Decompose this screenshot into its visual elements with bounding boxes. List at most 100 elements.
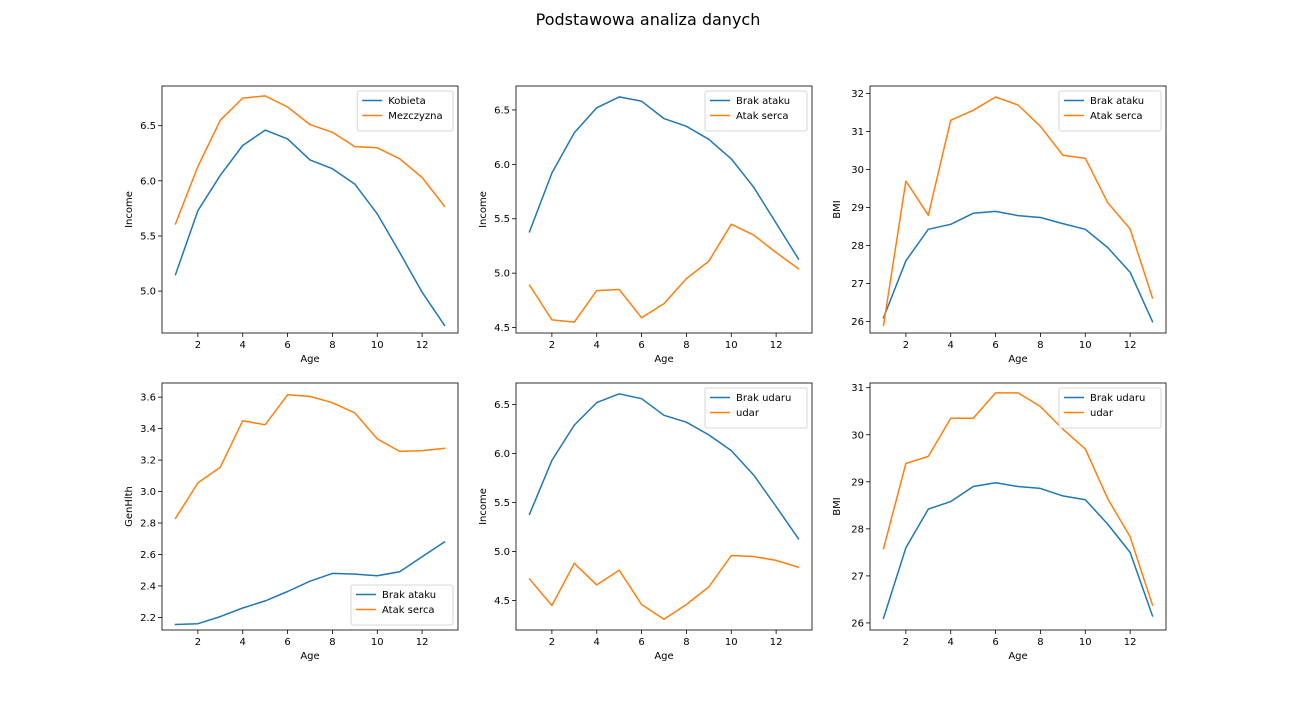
y-tick-label: 2.2 <box>140 613 156 624</box>
x-tick-label: 2 <box>195 637 201 648</box>
y-tick-label: 30 <box>851 165 864 176</box>
x-tick-label: 6 <box>638 637 644 648</box>
y-axis-label: BMI <box>832 200 843 218</box>
y-tick-label: 6.0 <box>140 176 156 187</box>
y-axis-label: Income <box>124 191 135 228</box>
legend-label: Brak ataku <box>736 96 790 107</box>
y-axis-label: Income <box>478 191 489 228</box>
y-tick-label: 6.5 <box>140 121 156 132</box>
x-tick-label: 10 <box>725 637 738 648</box>
legend: Brak ataku Atak serca <box>704 90 808 132</box>
y-tick-label: 4.5 <box>494 596 510 607</box>
legend: Brak udaru udar <box>1058 387 1162 429</box>
x-tick-label: 2 <box>195 340 201 351</box>
subplot-5: 2 4 6 8 10 12 4.5 5.0 5.5 6.0 6.5 Age Income Brak uda… <box>478 382 813 662</box>
y-tick-label: 3.2 <box>140 456 156 467</box>
legend-label: Mezczyzna <box>388 111 442 122</box>
y-tick-label: 27 <box>851 279 864 290</box>
subplot-2: 2 4 6 8 10 12 4.5 5.0 5.5 6.0 6.5 Age Income Brak ata… <box>478 85 813 365</box>
series-line <box>174 95 446 225</box>
legend-box <box>350 584 454 626</box>
x-tick-label: 2 <box>549 637 555 648</box>
y-tick-label: 5.0 <box>494 547 510 558</box>
y-tick-label: 28 <box>851 241 864 252</box>
subplot-3: 2 4 6 8 10 12 26 27 28 29 30 31 32 Age BMI Brak ataku At… <box>832 85 1167 365</box>
x-tick-label: 6 <box>992 340 998 351</box>
legend-box <box>1058 90 1162 132</box>
plot-frame <box>869 85 1167 334</box>
y-tick-label: 32 <box>851 89 864 100</box>
y-tick-label: 4.5 <box>494 323 510 334</box>
x-tick-label: 6 <box>284 340 290 351</box>
series-line <box>882 481 1154 620</box>
y-tick-label: 3.4 <box>140 424 156 435</box>
y-axis-label: Income <box>478 488 489 525</box>
y-tick-label: 29 <box>851 477 864 488</box>
series-line <box>528 554 800 620</box>
y-axis-label: BMI <box>832 497 843 515</box>
x-tick-label: 12 <box>1124 637 1137 648</box>
plot-frame <box>161 85 459 334</box>
y-tick-label: 29 <box>851 203 864 214</box>
x-tick-label: 10 <box>371 340 384 351</box>
x-tick-label: 10 <box>1079 340 1092 351</box>
y-tick-label: 6.0 <box>494 449 510 460</box>
legend-label: Atak serca <box>736 111 789 122</box>
legend-label: Atak serca <box>1090 111 1143 122</box>
legend-box <box>704 90 808 132</box>
y-tick-label: 31 <box>851 383 864 394</box>
y-tick-label: 6.5 <box>494 400 510 411</box>
y-tick-label: 27 <box>851 571 864 582</box>
x-tick-label: 6 <box>638 340 644 351</box>
series-line <box>882 392 1154 607</box>
y-tick-label: 26 <box>851 618 864 629</box>
x-tick-label: 12 <box>770 637 783 648</box>
legend-box <box>1058 387 1162 429</box>
legend-label: Atak serca <box>382 605 435 616</box>
x-axis-label: Age <box>654 354 673 365</box>
series-line <box>174 540 446 626</box>
y-tick-label: 6.0 <box>494 160 510 171</box>
x-tick-label: 12 <box>416 637 429 648</box>
y-tick-label: 5.5 <box>494 214 510 225</box>
x-tick-label: 8 <box>1037 637 1043 648</box>
plot-frame <box>515 85 813 334</box>
x-tick-label: 2 <box>549 340 555 351</box>
y-tick-label: 5.5 <box>494 498 510 509</box>
x-tick-label: 4 <box>240 637 246 648</box>
x-tick-label: 4 <box>948 340 954 351</box>
x-tick-label: 8 <box>683 340 689 351</box>
x-tick-label: 12 <box>416 340 429 351</box>
x-axis-label: Age <box>1008 354 1027 365</box>
y-tick-label: 28 <box>851 524 864 535</box>
x-tick-label: 8 <box>683 637 689 648</box>
x-axis-label: Age <box>300 354 319 365</box>
series-line <box>528 223 800 323</box>
legend: Brak udaru udar <box>704 387 808 429</box>
series-line <box>174 394 446 520</box>
x-tick-label: 4 <box>948 637 954 648</box>
legend-label: Brak ataku <box>382 590 436 601</box>
plot-frame <box>869 382 1167 631</box>
y-tick-label: 5.0 <box>140 287 156 298</box>
y-tick-label: 30 <box>851 430 864 441</box>
legend-label: Brak udaru <box>1090 393 1145 404</box>
x-tick-label: 8 <box>329 637 335 648</box>
x-tick-label: 6 <box>284 637 290 648</box>
series-line <box>882 96 1154 327</box>
x-tick-label: 12 <box>1124 340 1137 351</box>
x-tick-label: 10 <box>371 637 384 648</box>
series-line <box>528 393 800 540</box>
x-tick-label: 2 <box>903 340 909 351</box>
legend-label: Brak udaru <box>736 393 791 404</box>
x-axis-label: Age <box>654 651 673 662</box>
figure-title: Podstawowa analiza danych <box>535 10 761 29</box>
x-tick-label: 10 <box>725 340 738 351</box>
y-tick-label: 2.8 <box>140 519 156 530</box>
x-tick-label: 2 <box>903 637 909 648</box>
x-tick-label: 8 <box>1037 340 1043 351</box>
y-tick-label: 3.0 <box>140 487 156 498</box>
y-tick-label: 31 <box>851 127 864 138</box>
y-tick-label: 5.0 <box>494 269 510 280</box>
